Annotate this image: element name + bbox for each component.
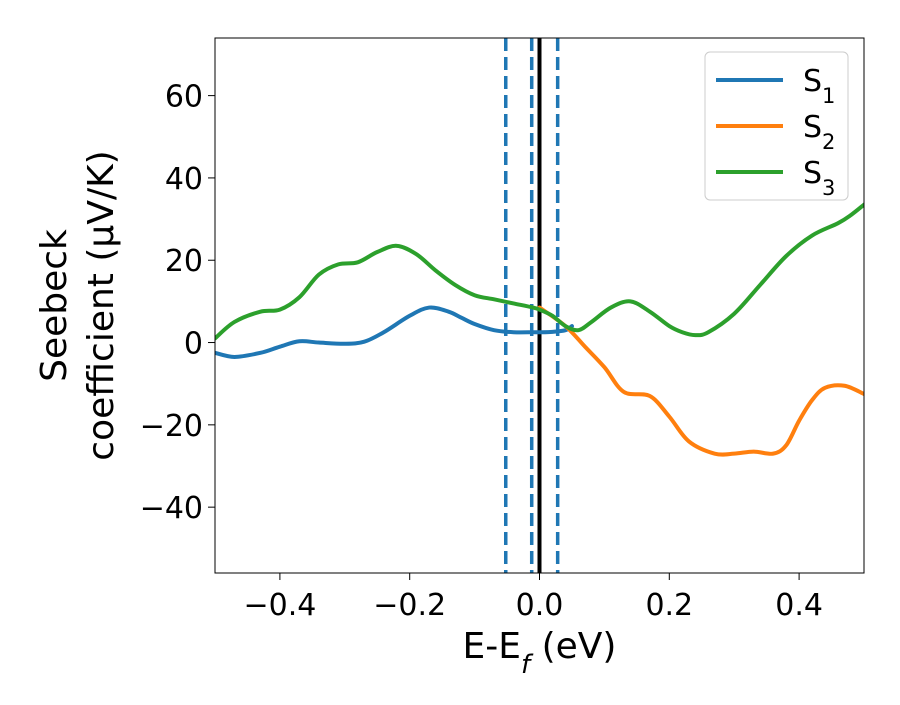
x-tick-label: 0.0 [516, 588, 564, 623]
x-tick-label: 0.2 [645, 588, 693, 623]
y-tick-label: 0 [184, 327, 203, 362]
y-tick-label: 40 [165, 162, 203, 197]
y-tick-label: −20 [140, 409, 203, 444]
legend-label: S2 [803, 110, 835, 154]
x-tick-label: 0.4 [775, 588, 823, 623]
series-line-s3 [215, 202, 864, 341]
x-axis-label: E-Ef (eV) [463, 626, 617, 680]
legend-label: S1 [803, 64, 835, 108]
x-tick-label: −0.2 [373, 588, 446, 623]
legend-label: S3 [803, 156, 835, 200]
series-line-s2 [537, 305, 864, 457]
y-tick-label: −40 [140, 491, 203, 526]
y-axis-label: Seebeck coefficient (μV/K) [34, 150, 122, 460]
y-axis-label-line1: Seebeck [34, 229, 75, 382]
y-tick-label: 60 [165, 80, 203, 115]
x-tick-label: −0.4 [243, 588, 316, 623]
y-tick-label: 20 [165, 244, 203, 279]
y-axis-label-line2: coefficient (μV/K) [81, 150, 122, 460]
series-line-s1 [215, 305, 574, 359]
